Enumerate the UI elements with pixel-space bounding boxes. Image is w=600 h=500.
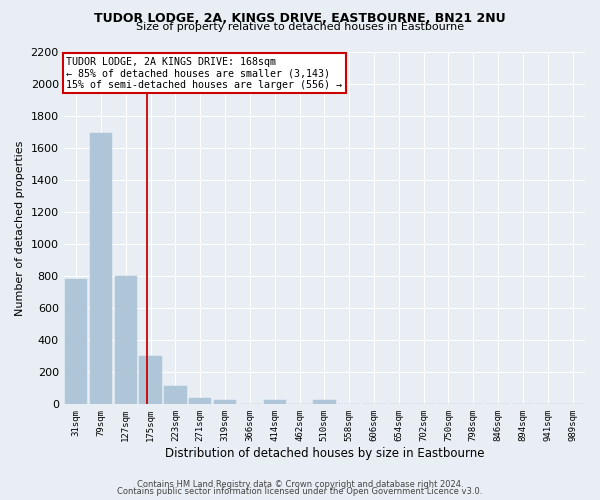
Text: TUDOR LODGE, 2A, KINGS DRIVE, EASTBOURNE, BN21 2NU: TUDOR LODGE, 2A, KINGS DRIVE, EASTBOURNE… bbox=[94, 12, 506, 26]
Bar bbox=[65, 279, 87, 404]
Text: TUDOR LODGE, 2A KINGS DRIVE: 168sqm
← 85% of detached houses are smaller (3,143): TUDOR LODGE, 2A KINGS DRIVE: 168sqm ← 85… bbox=[66, 57, 342, 90]
Bar bbox=[164, 386, 187, 404]
Bar bbox=[189, 398, 211, 404]
Bar bbox=[214, 400, 236, 404]
Bar bbox=[139, 356, 162, 405]
Text: Size of property relative to detached houses in Eastbourne: Size of property relative to detached ho… bbox=[136, 22, 464, 32]
Y-axis label: Number of detached properties: Number of detached properties bbox=[15, 140, 25, 316]
Bar bbox=[115, 276, 137, 404]
Text: Contains public sector information licensed under the Open Government Licence v3: Contains public sector information licen… bbox=[118, 488, 482, 496]
Bar bbox=[263, 400, 286, 404]
Text: Contains HM Land Registry data © Crown copyright and database right 2024.: Contains HM Land Registry data © Crown c… bbox=[137, 480, 463, 489]
Bar bbox=[90, 134, 112, 404]
X-axis label: Distribution of detached houses by size in Eastbourne: Distribution of detached houses by size … bbox=[164, 447, 484, 460]
Bar bbox=[313, 400, 335, 404]
